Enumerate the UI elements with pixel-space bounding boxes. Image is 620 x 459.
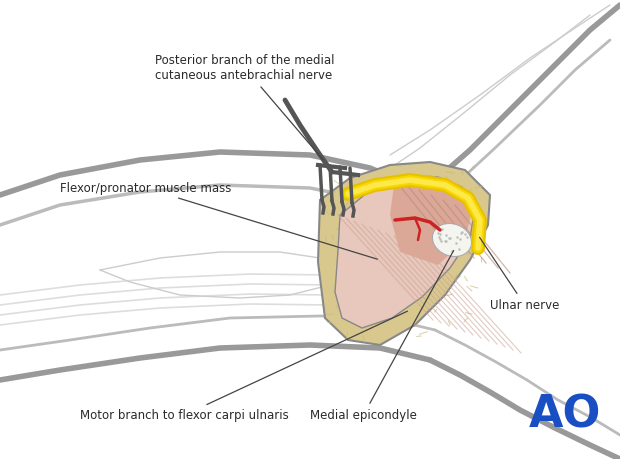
Text: Flexor/pronator muscle mass: Flexor/pronator muscle mass bbox=[60, 181, 378, 259]
Polygon shape bbox=[390, 175, 472, 265]
Polygon shape bbox=[335, 177, 475, 328]
Text: Ulnar nerve: Ulnar nerve bbox=[479, 237, 559, 312]
Text: Medial epicondyle: Medial epicondyle bbox=[310, 251, 454, 421]
Text: Posterior branch of the medial
cutaneous antebrachial nerve: Posterior branch of the medial cutaneous… bbox=[155, 54, 335, 160]
Polygon shape bbox=[318, 162, 490, 345]
Text: AO: AO bbox=[529, 393, 601, 437]
Text: Motor branch to flexor carpi ulnaris: Motor branch to flexor carpi ulnaris bbox=[80, 311, 407, 421]
Ellipse shape bbox=[432, 224, 472, 257]
